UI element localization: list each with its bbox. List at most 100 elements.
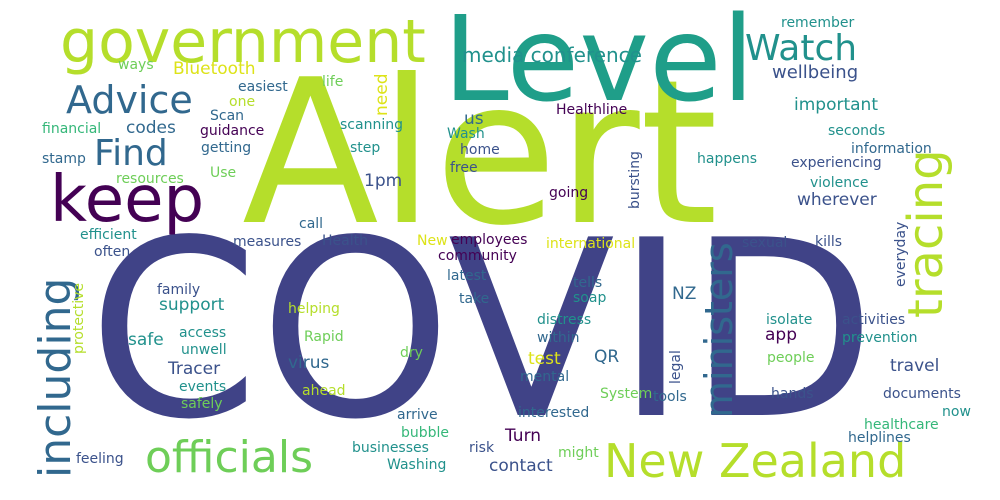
word-system: System [600,386,653,402]
word-unwell: unwell [181,342,227,358]
word-ministers: ministers [697,242,741,418]
word-efficient: efficient [80,227,137,243]
word-codes: codes [126,118,176,138]
word-might: might [558,445,599,461]
word-within: within [537,330,580,346]
word-legal: legal [668,350,684,384]
word-sexual: sexual [742,235,788,251]
word-international: international [546,236,636,252]
word-officials: officials [145,432,313,483]
word-app: app [765,325,797,345]
word-information: information [851,141,932,157]
word-qr: QR [594,347,620,367]
word-wash: Wash [447,126,485,142]
word-guidance: guidance [200,123,265,139]
word-turn: Turn [505,426,542,446]
word-bluetooth: Bluetooth [173,59,256,79]
word-ways: ways [118,57,154,73]
word-mental: mental [520,369,570,385]
word-isolate: isolate [766,312,813,328]
word-remember: remember [781,15,855,31]
word-keep: keep [50,163,205,237]
word-need: need [372,73,392,116]
word-contact: contact [489,456,553,476]
word-experiencing: experiencing [791,155,882,171]
word-family: family [157,282,201,298]
word-level: Level [443,0,755,128]
word-easiest: easiest [238,79,288,95]
word-latest: latest [447,268,487,284]
word-find: Find [94,133,168,174]
word-everyday: everyday [893,221,909,287]
word-tracer: Tracer [168,359,221,379]
word-us: us [464,109,484,129]
word-health: Health [322,233,368,249]
word-step: step [350,140,381,156]
word-resources: resources [116,171,184,187]
word-prevention: prevention [842,330,918,346]
word-stamp: stamp [42,151,86,167]
word-alert: Alert [242,37,719,270]
word-events: events [179,379,227,395]
word-covid: COVID [88,188,877,473]
word-wellbeing: wellbeing [772,62,859,83]
word-new-zealand: New Zealand [604,434,907,488]
word-measures: measures [233,234,302,250]
word-use: Use [210,165,237,181]
word-important: important [794,95,878,115]
word-virus: virus [288,353,330,373]
word-violence: violence [810,175,869,191]
word-support: support [159,295,225,315]
word-employees: employees [451,232,528,248]
word-scan: Scan [210,108,245,124]
word-travel: travel [890,356,940,376]
word-arrive: arrive [397,407,438,423]
word-going: going [549,185,589,201]
word-tools: tools [653,389,687,405]
word-seconds: seconds [828,123,886,139]
word-protective: protective [71,283,87,354]
word-soap: soap [573,290,607,306]
word-helplines: helplines [848,430,911,446]
word-advice: Advice [66,78,193,122]
word-activities: activities [842,312,906,328]
word-call: call [299,216,324,232]
word-tells: tells [573,275,603,291]
word-businesses: businesses [352,440,429,456]
word-washing: Washing [387,457,447,473]
word-scanning: scanning [340,117,403,133]
word-people: people [767,350,815,366]
word-wherever: wherever [797,190,877,210]
word-home: home [460,142,500,158]
word-new: New [417,233,448,249]
word-tracing: tracing [898,149,954,318]
word-media-conference: media conference [462,43,642,67]
word-one: one [229,94,256,110]
word-take: take [459,291,490,307]
word-healthline: Healthline [556,102,628,118]
word-rapid: Rapid [304,329,344,345]
word-watch: Watch [745,28,858,69]
word-access: access [179,325,227,341]
word-financial: financial [42,121,102,137]
word-free: free [450,160,478,176]
word-government: government [60,7,426,77]
word-nz: NZ [672,284,697,304]
word-risk: risk [469,440,495,456]
word-safely: safely [181,396,223,412]
word-helping: helping [288,301,340,317]
word-interested: interested [518,405,590,421]
word-feeling: feeling [76,451,124,467]
word-1pm: 1pm [364,171,403,191]
word-healthcare: healthcare [864,417,939,433]
word-bursting: bursting [627,151,643,209]
word-safe: safe [128,330,164,350]
word-test: test [528,349,561,369]
word-documents: documents [883,386,961,402]
word-bubble: bubble [401,425,450,441]
word-community: community [438,248,517,264]
word-happens: happens [697,151,758,167]
word-kills: kills [815,234,843,250]
word-often: often [94,244,131,260]
